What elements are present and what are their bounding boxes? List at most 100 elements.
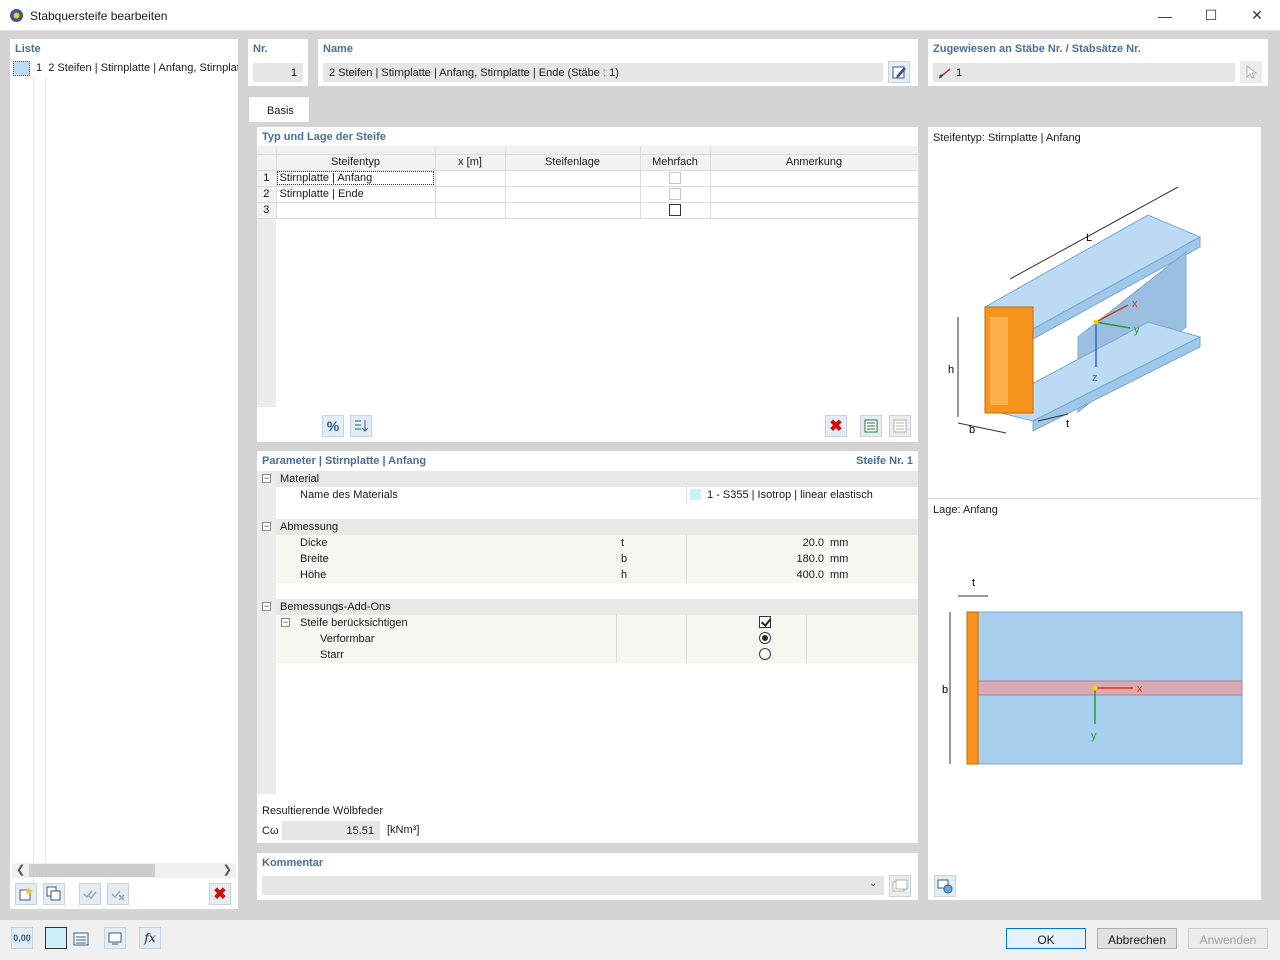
position-caption: Lage: Anfang — [933, 504, 998, 516]
cell-x[interactable] — [435, 202, 506, 219]
rigid-radio[interactable] — [759, 648, 771, 660]
collapse-dimensions-icon[interactable]: − — [262, 521, 271, 531]
multiple-checkbox[interactable] — [669, 172, 681, 185]
group-dimensions[interactable]: Abmessung — [276, 519, 918, 535]
collapse-material-icon[interactable]: − — [262, 473, 271, 483]
list-horizontal-scrollbar[interactable]: ❮ ❯ — [12, 863, 236, 878]
units-button[interactable]: 0,00 — [11, 927, 33, 949]
cell-position[interactable] — [505, 186, 641, 203]
cell-type[interactable]: Stirnplatte | Ende — [276, 186, 436, 203]
row-number: 3 — [257, 202, 277, 219]
maximize-button[interactable]: ☐ — [1204, 7, 1218, 23]
percent-button[interactable]: % — [322, 415, 344, 437]
uncheck-all-button[interactable] — [107, 883, 129, 905]
cell-multiple[interactable] — [640, 186, 711, 203]
select-members-button[interactable] — [1240, 61, 1262, 83]
assigned-field[interactable]: 1 — [933, 63, 1235, 82]
comment-library-button[interactable] — [889, 875, 911, 897]
dim-value[interactable]: 400.0 — [796, 569, 824, 581]
col-header-x: x [m] — [435, 154, 506, 171]
cell-position[interactable] — [505, 202, 641, 219]
deformable-label: Verformbar — [320, 633, 375, 645]
rigid-row[interactable]: Starr — [276, 647, 918, 663]
import-table-button[interactable] — [889, 415, 911, 437]
cell-multiple[interactable] — [640, 202, 711, 219]
section-axis-x: x — [1137, 683, 1143, 695]
formula-button[interactable]: fx — [139, 927, 161, 949]
comment-library-icon — [892, 879, 908, 892]
scroll-right-icon[interactable]: ❯ — [222, 864, 232, 876]
dim-unit: mm — [830, 569, 849, 581]
chevron-down-icon[interactable]: ⌄ — [869, 878, 878, 889]
table-row[interactable]: 2 Stirnplatte | Ende — [257, 186, 919, 203]
group-design-addons[interactable]: Bemessungs-Add-Ons — [276, 599, 918, 615]
color-button[interactable] — [45, 927, 67, 949]
nr-field[interactable]: 1 — [253, 63, 303, 82]
cell-note[interactable] — [710, 186, 919, 203]
material-row[interactable]: Name des Materials 1 - S355 | Isotrop | … — [276, 487, 918, 503]
delete-item-button[interactable]: ✖ — [209, 883, 231, 905]
name-field[interactable]: 2 Steifen | Stirnplatte | Anfang, Stirnp… — [323, 63, 883, 82]
parameters-panel: Parameter | Stirnplatte | Anfang Steife … — [257, 451, 918, 843]
col-header-position: Steifenlage — [505, 154, 641, 171]
apply-button[interactable]: Anwenden — [1188, 928, 1268, 949]
sort-button[interactable] — [350, 415, 372, 437]
table-row[interactable]: 3 — [257, 202, 919, 219]
multiple-checkbox[interactable] — [669, 204, 681, 217]
delete-icon: ✖ — [213, 886, 227, 903]
dim-value[interactable]: 20.0 — [802, 537, 824, 549]
material-value[interactable]: 1 - S355 | Isotrop | linear elastisch — [707, 489, 873, 501]
cell-type[interactable]: Stirnplatte | Anfang — [276, 170, 436, 187]
consider-stiffener-checkbox[interactable] — [759, 616, 771, 628]
close-window-button[interactable]: ✕ — [1251, 7, 1263, 23]
cell-multiple[interactable] — [640, 170, 711, 187]
cell-x[interactable] — [435, 170, 506, 187]
cell-note[interactable] — [710, 202, 919, 219]
preview-options-button[interactable] — [934, 875, 956, 897]
list-item[interactable]: 1 2 Steifen | Stirnplatte | Anfang, Stir… — [12, 60, 238, 76]
dim-row-width[interactable]: Breite b 180.0 mm — [276, 551, 918, 567]
tab-basis-label: Basis — [267, 105, 294, 117]
consider-stiffener-label: Steife berücksichtigen — [300, 617, 408, 629]
comment-input[interactable] — [262, 876, 884, 895]
comment-header: Kommentar — [262, 857, 324, 869]
minimize-button[interactable]: — — [1158, 7, 1172, 24]
deformable-row[interactable]: Verformbar — [276, 631, 918, 647]
check-all-button[interactable] — [79, 883, 101, 905]
cell-type[interactable] — [276, 202, 436, 219]
check-all-icon — [83, 890, 97, 900]
separator — [616, 615, 617, 663]
info-table-icon — [73, 932, 89, 946]
delete-row-button[interactable]: ✖ — [825, 415, 847, 437]
collapse-consider-icon[interactable]: − — [281, 617, 290, 627]
export-table-button[interactable] — [860, 415, 882, 437]
consider-stiffener-row[interactable]: Steife berücksichtigen — [276, 615, 918, 631]
edit-name-button[interactable] — [888, 61, 910, 83]
view-button[interactable] — [104, 927, 126, 949]
dim-unit: mm — [830, 537, 849, 549]
new-item-button[interactable] — [15, 883, 37, 905]
info-button[interactable] — [70, 927, 92, 949]
group-material[interactable]: Material — [276, 471, 918, 487]
copy-item-button[interactable] — [43, 883, 65, 905]
function-icon: fx — [144, 931, 156, 945]
tab-basis[interactable]: Basis — [248, 96, 310, 122]
ok-button[interactable]: OK — [1006, 928, 1086, 949]
cell-x[interactable] — [435, 186, 506, 203]
scrollbar-thumb[interactable] — [29, 864, 155, 877]
cell-note[interactable] — [710, 170, 919, 187]
dim-value[interactable]: 180.0 — [796, 553, 824, 565]
cancel-button[interactable]: Abbrechen — [1097, 928, 1177, 949]
multiple-checkbox[interactable] — [669, 188, 681, 201]
excel-export-icon — [864, 419, 878, 433]
collapse-addons-icon[interactable]: − — [262, 601, 271, 611]
dim-row-thickness[interactable]: Dicke t 20.0 mm — [276, 535, 918, 551]
table-row[interactable]: 1 Stirnplatte | Anfang — [257, 170, 919, 187]
warping-spring-value: 15.51 — [282, 821, 380, 840]
dim-row-height[interactable]: Höhe h 400.0 mm — [276, 567, 918, 583]
dialog-footer: 0,00 fx OK Abbrechen Anwenden — [0, 920, 1280, 960]
copy-icon — [46, 886, 61, 901]
scroll-left-icon[interactable]: ❮ — [16, 864, 26, 876]
cell-position[interactable] — [505, 170, 641, 187]
deformable-radio[interactable] — [759, 632, 771, 644]
